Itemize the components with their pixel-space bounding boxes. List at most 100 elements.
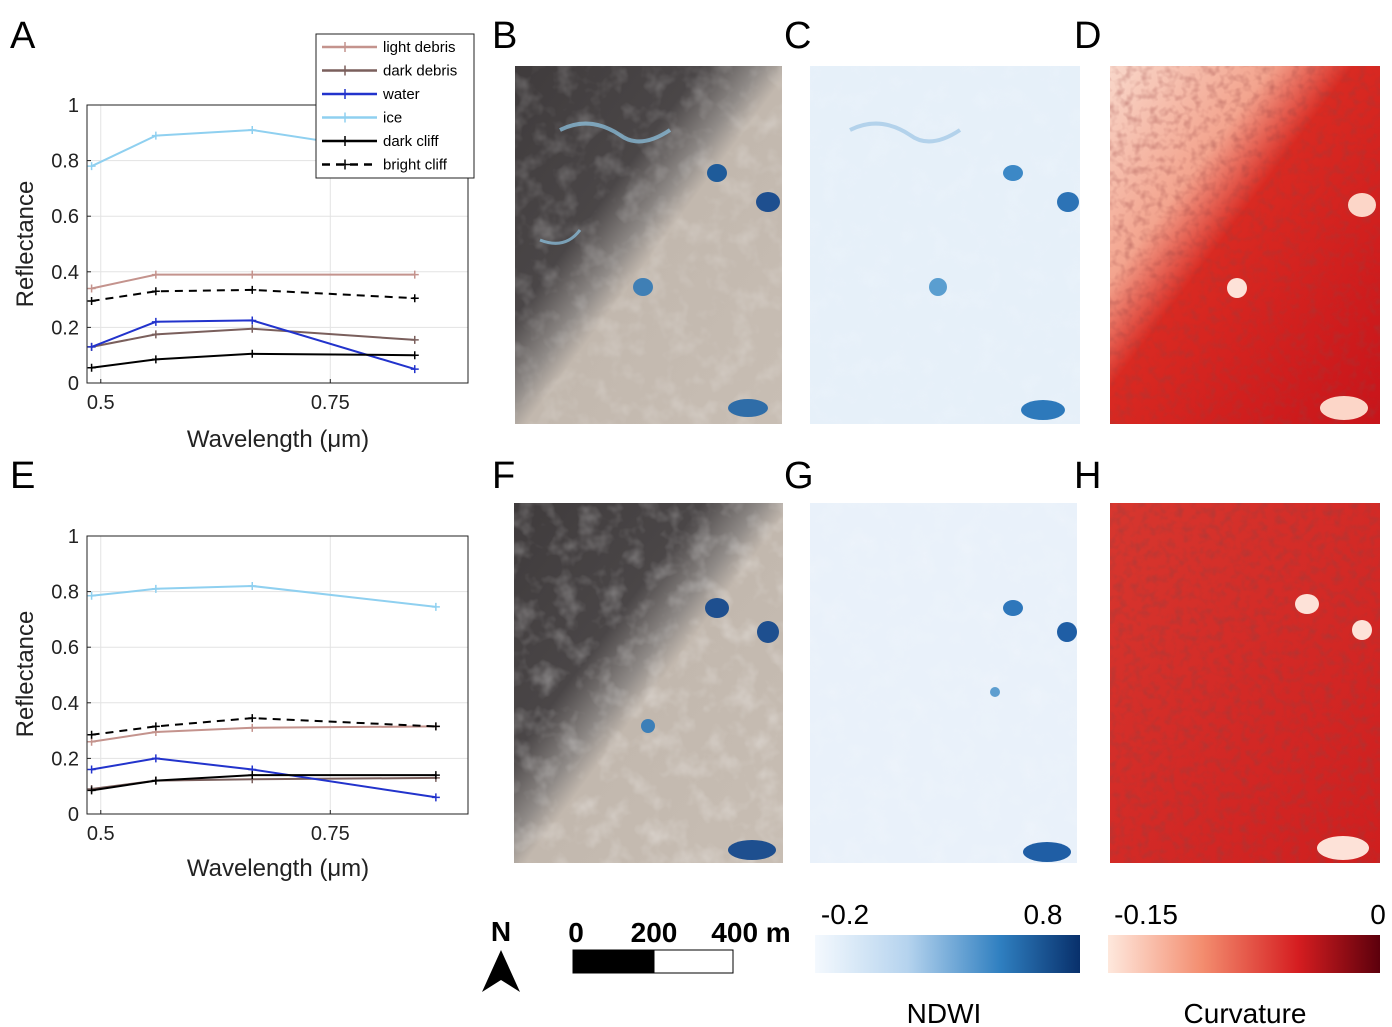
chart-a-point-dark-cliff — [87, 363, 96, 372]
chart-e-point-water — [431, 793, 440, 802]
chart-e-point-bright-cliff — [87, 730, 96, 739]
scale-label-400: 400 m — [711, 917, 790, 948]
legend-marker-dark-debris — [340, 65, 350, 76]
panel-letter-a: A — [10, 15, 36, 57]
colorbar-ndwi: -0.2 0.8 NDWI — [815, 899, 1080, 1027]
chart-a-point-dark-debris — [248, 324, 257, 333]
legend-box — [315, 33, 475, 179]
chart-e-line-dark-cliff — [91, 774, 436, 792]
chart-a-point-dark-cliff — [410, 351, 419, 360]
chart-a-point-water — [151, 317, 160, 326]
chart-e-ytick-label: 1 — [68, 526, 79, 548]
chart-a-line-bright-cliff — [91, 288, 415, 302]
chart-a-point-light-debris — [151, 270, 160, 279]
chart-a-point-water — [410, 365, 419, 374]
chart-a-point-bright-cliff — [151, 287, 160, 296]
legend-label-water: water — [382, 86, 420, 103]
chart-e-point-bright-cliff — [431, 722, 440, 731]
chart-a-point-dark-cliff — [151, 355, 160, 364]
ndwi-max: 0.8 — [1024, 899, 1063, 930]
chart-a-point-bright-cliff — [248, 285, 257, 294]
legend-marker-ice — [340, 112, 350, 123]
image-panel-b — [515, 66, 782, 424]
chart-a-x-ticks: 0.5 0.75 — [87, 379, 350, 414]
scale-label-200: 200 — [631, 917, 678, 948]
chart-e-ytick-label: 0.4 — [51, 693, 79, 715]
chart-a-xlabel: Wavelength (μm) — [187, 426, 369, 453]
chart-a-ytick-label: 0 — [68, 373, 79, 395]
chart-a-point-light-debris — [87, 284, 96, 293]
chart-e-point-ice — [151, 584, 160, 593]
chart-e-point-bright-cliff — [151, 722, 160, 731]
chart-e-x-ticks: 0.5 0.75 — [87, 810, 350, 845]
chart-a-axes-box — [86, 104, 469, 384]
chart-a-point-ice — [151, 131, 160, 140]
panel-letter-e: E — [10, 455, 35, 497]
chart-a-ylabel: Reflectance — [12, 181, 39, 308]
chart-e-point-light-debris — [87, 737, 96, 746]
chart-e-line-water — [91, 757, 437, 799]
chart-e-point-dark-cliff — [151, 776, 160, 785]
legend-marker-dark-cliff — [340, 136, 350, 146]
panel-letter-g: G — [784, 455, 814, 497]
north-arrow: N — [482, 916, 520, 992]
reflectance-chart-a: 0 0.2 0.4 0.6 0.8 1 0.5 0.75 Wavelength (μm) R… — [12, 33, 475, 453]
chart-a-legend: light debris dark debris water ice dark clif… — [315, 33, 475, 179]
chart-a-ytick-label: 1 — [68, 95, 79, 117]
chart-e-axes-box — [86, 535, 469, 815]
chart-e-line-ice — [91, 584, 437, 608]
chart-e-point-water — [87, 765, 96, 774]
ndwi-min: -0.2 — [821, 899, 869, 930]
ndwi-label: NDWI — [907, 998, 982, 1027]
panel-letter-c: C — [784, 15, 811, 57]
chart-e-y-ticks: 0 0.2 0.4 0.6 0.8 1 — [51, 526, 91, 826]
chart-e-point-ice — [431, 602, 440, 611]
north-arrow-icon — [482, 950, 520, 992]
chart-a-y-ticks: 0 0.2 0.4 0.6 0.8 1 — [51, 95, 91, 395]
legend-marker-light-debris — [340, 42, 350, 52]
image-panel-c — [810, 66, 1080, 424]
curvature-gradient — [1108, 935, 1380, 973]
chart-a-xtick-label: 0.5 — [87, 392, 115, 414]
panel-letter-h: H — [1074, 455, 1101, 497]
chart-e-point-ice — [248, 582, 257, 591]
chart-a-point-water — [248, 316, 257, 325]
chart-e-ytick-label: 0.8 — [51, 582, 79, 604]
panel-letter-d: D — [1074, 15, 1101, 57]
curvature-max: 0 — [1370, 899, 1386, 930]
chart-a-line-water — [91, 319, 416, 371]
chart-a-point-dark-cliff — [248, 349, 257, 358]
legend-label-light-debris: light debris — [383, 39, 456, 56]
chart-a-line-light-debris — [91, 273, 415, 290]
north-label: N — [491, 916, 511, 947]
chart-e-point-water — [151, 754, 160, 763]
image-panel-d — [1110, 66, 1380, 424]
chart-a-line-dark-debris — [91, 327, 415, 348]
chart-a-ytick-label: 0.8 — [51, 151, 79, 173]
scale-label-0: 0 — [568, 917, 584, 948]
chart-e-xtick-label: 0.5 — [87, 823, 115, 845]
chart-e-point-ice — [87, 591, 96, 600]
legend-items: light debris dark debris water ice dark clif… — [322, 39, 457, 174]
legend-label-ice: ice — [383, 110, 402, 127]
chart-e-grid — [87, 535, 468, 815]
chart-a-point-light-debris — [248, 270, 257, 279]
chart-e-xlabel: Wavelength (μm) — [187, 855, 369, 882]
chart-a-point-dark-debris — [410, 335, 419, 344]
legend-label-dark-cliff: dark cliff — [383, 133, 439, 150]
chart-e-series — [87, 582, 440, 802]
ndwi-gradient — [815, 935, 1080, 973]
chart-a-xtick-label: 0.75 — [311, 392, 350, 414]
chart-a-ytick-label: 0.4 — [51, 262, 79, 284]
chart-e-point-dark-cliff — [87, 786, 96, 795]
curvature-label: Curvature — [1184, 998, 1307, 1027]
legend-label-dark-debris: dark debris — [383, 63, 457, 80]
chart-e-ytick-label: 0.6 — [51, 637, 79, 659]
chart-e-ylabel: Reflectance — [12, 611, 39, 738]
chart-a-point-ice — [87, 162, 96, 171]
chart-e-xtick-label: 0.75 — [311, 823, 350, 845]
chart-e-point-dark-cliff — [248, 771, 257, 780]
chart-a-point-bright-cliff — [87, 296, 96, 305]
scale-bar: 0 200 400 m — [568, 917, 791, 974]
